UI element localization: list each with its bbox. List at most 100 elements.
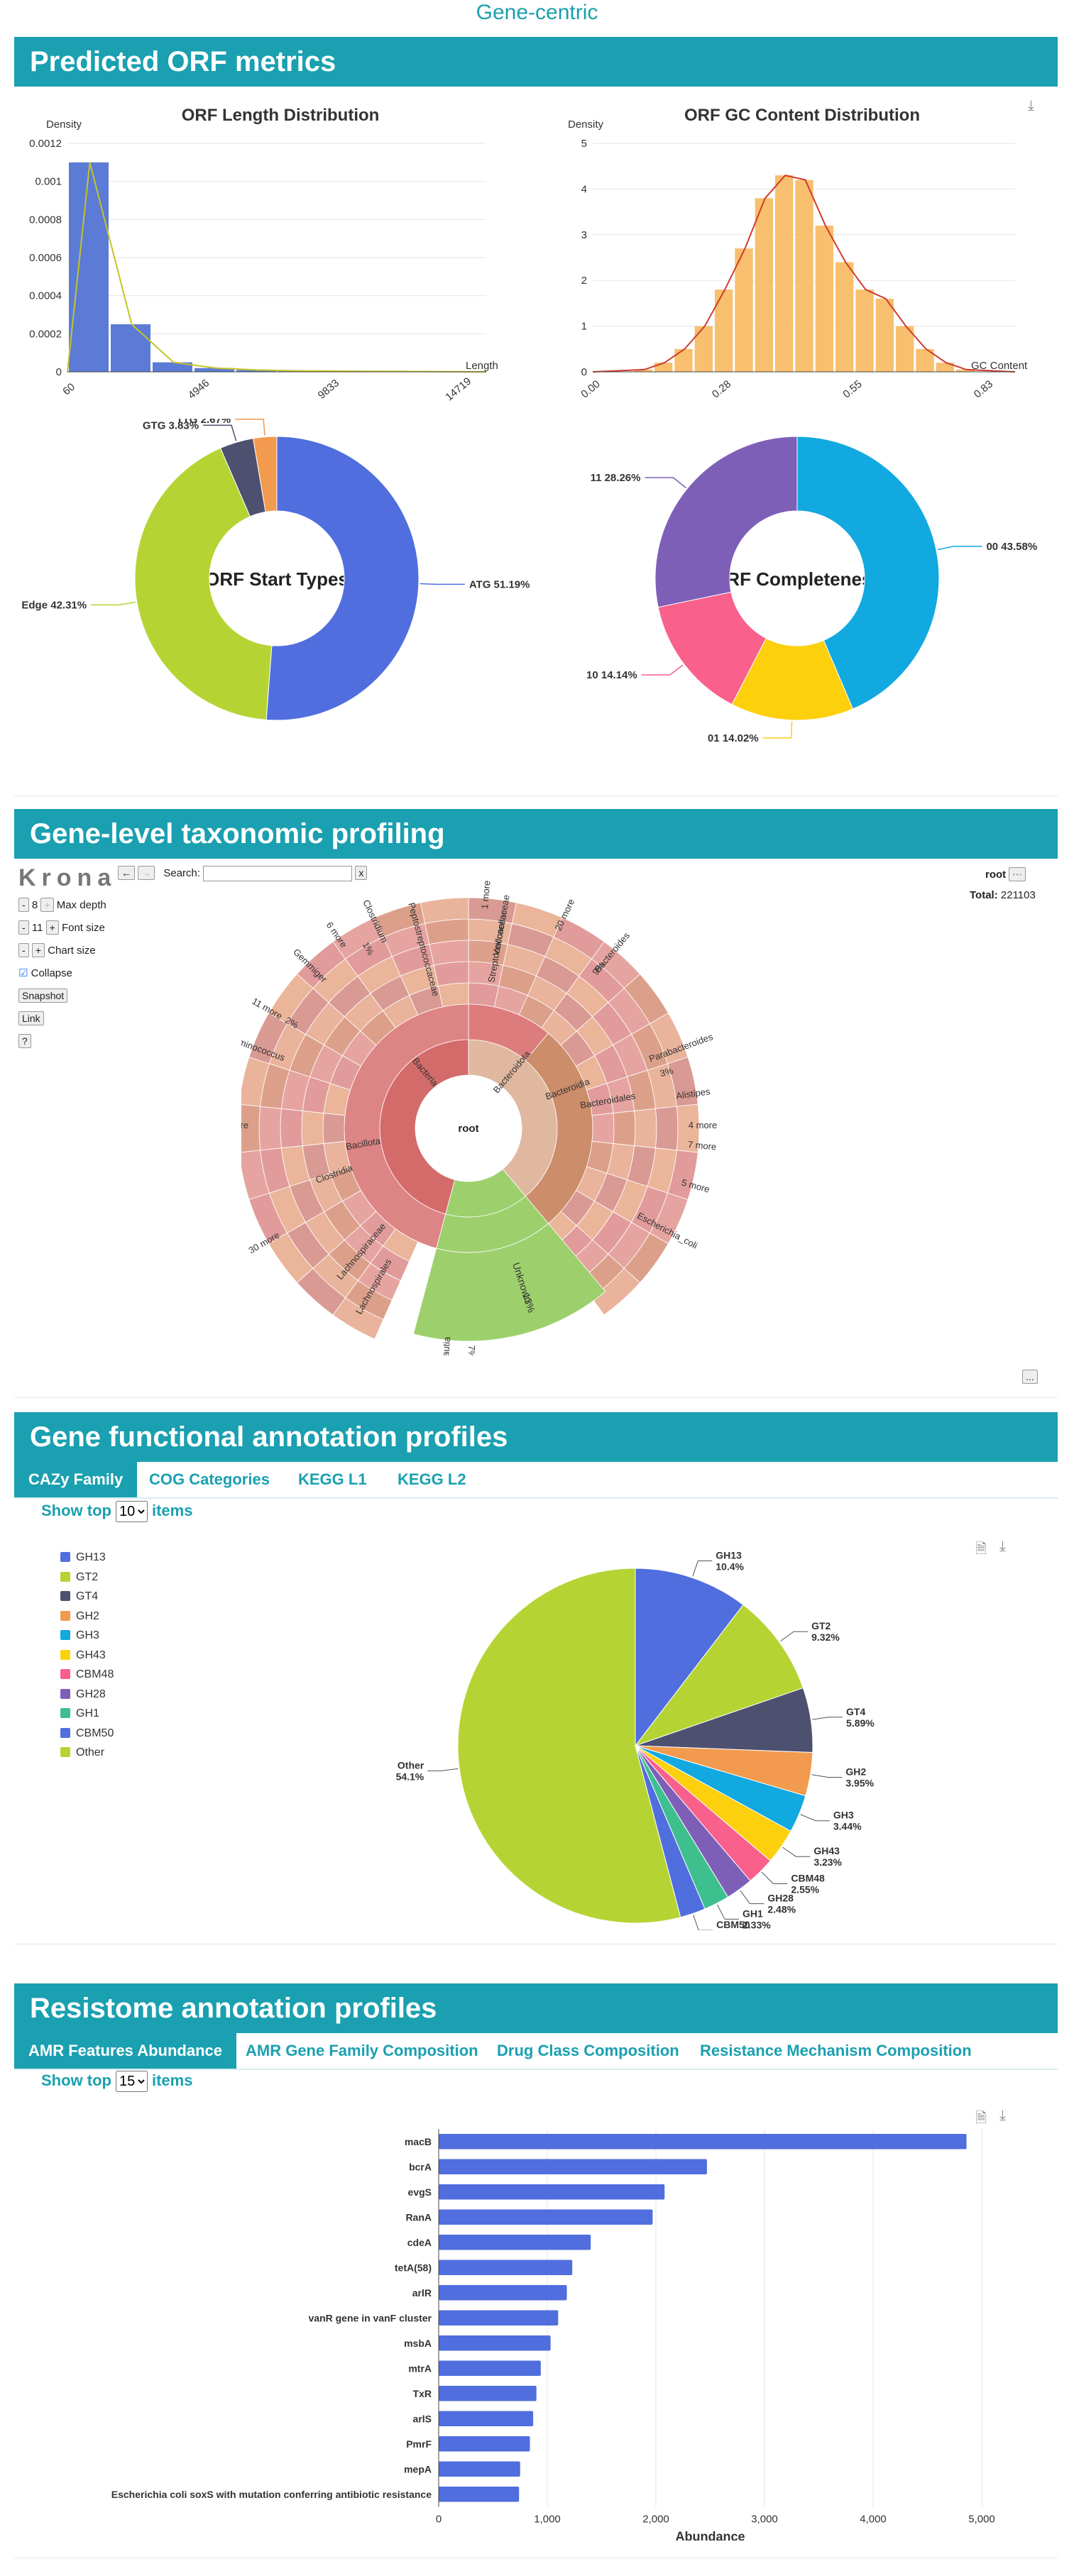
font-increase[interactable]: + [45, 920, 59, 935]
slice-name: CBM50 [716, 1919, 750, 1930]
leader-line [780, 1631, 809, 1642]
forward-button[interactable]: → [138, 866, 155, 880]
donut-slice [134, 447, 273, 720]
legend-item[interactable]: Other [60, 1746, 104, 1760]
histogram-bar [153, 362, 192, 372]
krona-chart[interactable]: rootBacteriaBacillotaClostridiaLachnospi… [241, 859, 752, 1355]
amr-bar-label: mepA [404, 2463, 432, 2475]
amr-bar-label: evgS [408, 2186, 432, 2198]
download-icon[interactable]: ⤓ [999, 1539, 1006, 1554]
slice-name: Other [398, 1759, 424, 1771]
orf-length-chart: ORF Length Distribution Density Length 0… [29, 106, 498, 403]
slice-label: 11 28.26% [591, 472, 641, 484]
func-tabs: CAZy Family COG Categories KEGG L1 KEGG … [14, 1462, 1058, 1499]
y-tick-label: 0.001 [35, 176, 62, 188]
legend-item[interactable]: GT2 [60, 1570, 98, 1585]
density-curve [67, 162, 487, 373]
leader-line [762, 721, 793, 739]
leader-line [420, 583, 465, 585]
histogram-bar [634, 369, 652, 372]
amr-bar [439, 2235, 591, 2250]
legend-item[interactable]: GT4 [60, 1590, 98, 1604]
krona-label: 3% [659, 1065, 674, 1079]
page-title: Gene-centric [476, 1, 598, 24]
tab-amr-features[interactable]: AMR Features Abundance [14, 2033, 237, 2069]
legend-item[interactable]: GH43 [60, 1648, 106, 1663]
tab-kegg-l2[interactable]: KEGG L2 [398, 1470, 466, 1488]
legend-item[interactable]: GH13 [60, 1551, 106, 1565]
legend-item[interactable]: GH3 [60, 1629, 99, 1643]
amr-bar-label: cdeA [407, 2237, 432, 2248]
pie-slice [635, 1568, 744, 1747]
start-types-donut: ORF Start Types ATG 51.19% Edge 42.31% GTG… [21, 419, 530, 721]
x-tick-label: 4,000 [860, 2514, 887, 2526]
histogram-bar [654, 363, 673, 372]
histogram-bar [775, 175, 794, 372]
slice-name: GH13 [716, 1550, 742, 1561]
tab-cazy[interactable]: CAZy Family [14, 1462, 138, 1497]
amr-bar-label: arlS [413, 2413, 432, 2424]
search-input[interactable] [203, 866, 353, 882]
krona-wedge [655, 1106, 679, 1151]
amr-bar [439, 2159, 707, 2174]
slice-name: GH2 [845, 1766, 866, 1777]
snapshot-button[interactable]: Snapshot [18, 989, 68, 1003]
pie-slice [634, 1604, 804, 1747]
data-view-icon[interactable]: 🗎 [975, 2110, 987, 2126]
krona-wedge [420, 897, 469, 924]
legend-item[interactable]: GH28 [60, 1688, 106, 1702]
chart-increase[interactable]: + [31, 943, 45, 957]
legend-item[interactable]: CBM50 [60, 1727, 114, 1741]
amr-bar [439, 2360, 541, 2376]
y-tick-label: 0 [56, 366, 62, 378]
collapse-checkbox[interactable]: ☑ [18, 967, 28, 979]
legend-item[interactable]: GH1 [60, 1707, 99, 1721]
font-decrease[interactable]: - [18, 920, 29, 935]
slice-pct: 2.55% [791, 1884, 819, 1895]
x-tick-label: 14719 [443, 375, 473, 404]
krona-more-button[interactable]: ... [1022, 1370, 1038, 1384]
legend-item[interactable]: GH2 [60, 1609, 99, 1624]
start-types-center: ORF Start Types [205, 568, 349, 590]
legend-item[interactable]: CBM48 [60, 1668, 114, 1682]
slice-label: Edge 42.31% [21, 599, 87, 611]
chart-size-label: Chart size [48, 945, 96, 957]
func-top-select[interactable]: 10 [115, 1501, 148, 1522]
y-tick-label: 2 [581, 275, 587, 287]
tab-drug-class[interactable]: Drug Class Composition [497, 2042, 679, 2059]
slice-pct: 3.95% [845, 1777, 874, 1788]
back-button[interactable]: ← [118, 866, 135, 880]
donut-slice [654, 436, 798, 608]
res-show-top: Show top 15 items [41, 2071, 192, 2092]
amr-bar [439, 2411, 534, 2426]
download-icon[interactable]: ⤓ [999, 2108, 1006, 2123]
download-icon[interactable]: ⤓ [1028, 98, 1034, 114]
depth-increase[interactable]: + [40, 898, 54, 912]
font-size-value: 11 [31, 922, 43, 934]
help-button[interactable]: ? [18, 1034, 31, 1048]
chart-decrease[interactable]: - [18, 943, 29, 957]
res-top-select[interactable]: 15 [115, 2071, 148, 2092]
link-button[interactable]: Link [18, 1011, 44, 1025]
x-tick-label: 2,000 [642, 2514, 669, 2526]
x-tick-label: 0.00 [579, 378, 602, 401]
krona-label: 7 more [687, 1139, 717, 1152]
leader-line [645, 477, 686, 489]
slice-pct: 2.48% [767, 1904, 796, 1915]
slice-pct: 54.1% [396, 1771, 424, 1782]
krona-wedge [468, 982, 500, 1008]
histogram-bar [815, 225, 833, 372]
slice-name: GT4 [846, 1706, 865, 1717]
data-view-icon[interactable]: 🗎 [975, 1541, 987, 1557]
tab-cog[interactable]: COG Categories [149, 1470, 270, 1488]
tab-kegg-l1[interactable]: KEGG L1 [298, 1470, 367, 1488]
slice-name: CBM48 [791, 1873, 825, 1884]
krona-label: 7% [466, 1345, 477, 1355]
amr-bar-label: TxR [413, 2388, 432, 2399]
depth-decrease[interactable]: - [18, 898, 29, 912]
amr-bar-label: vanR gene in vanF cluster [309, 2312, 432, 2323]
tab-resistance-mechanism[interactable]: Resistance Mechanism Composition [700, 2042, 972, 2059]
orf-histograms: ORF Length Distribution Density Length 0… [29, 106, 1028, 403]
clear-search-button[interactable]: x [355, 866, 368, 880]
tab-amr-gene-family[interactable]: AMR Gene Family Composition [246, 2042, 478, 2059]
